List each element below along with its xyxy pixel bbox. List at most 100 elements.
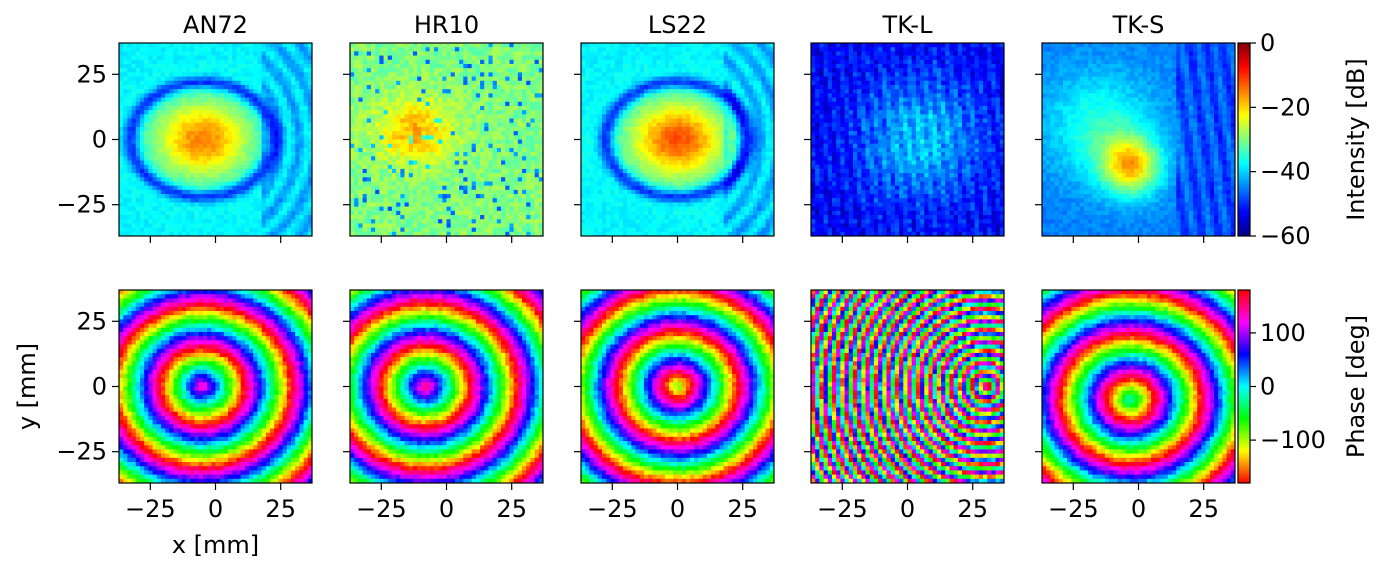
heatmap-cell <box>207 152 212 157</box>
heatmap-cell <box>447 140 452 145</box>
heatmap-cell <box>216 77 221 82</box>
heatmap-cell <box>493 156 498 161</box>
heatmap-cell <box>619 127 624 132</box>
heatmap-cell <box>144 123 149 128</box>
heatmap-cell <box>287 98 292 103</box>
heatmap-cell <box>405 135 410 140</box>
heatmap-cell <box>463 81 468 86</box>
heatmap-cell <box>497 56 502 61</box>
heatmap-cell <box>174 160 179 165</box>
heatmap-cell <box>304 56 309 61</box>
heatmap-cell <box>467 60 472 65</box>
heatmap-cell <box>615 72 620 77</box>
heatmap-cell <box>392 131 397 136</box>
heatmap-cell <box>459 215 464 220</box>
heatmap-cell <box>594 169 599 174</box>
heatmap-cell <box>253 152 258 157</box>
heatmap-cell <box>421 169 426 174</box>
heatmap-cell <box>451 56 456 61</box>
heatmap-cell <box>455 106 460 111</box>
heatmap-cell <box>253 211 258 216</box>
heatmap-cell <box>463 194 468 199</box>
heatmap-cell <box>253 156 258 161</box>
heatmap-cell <box>299 148 304 153</box>
heatmap-cell <box>136 135 141 140</box>
heatmap-cell <box>169 51 174 56</box>
heatmap-cell <box>535 131 540 136</box>
heatmap-cell <box>136 165 141 170</box>
heatmap-cell <box>602 152 607 157</box>
heatmap-cell <box>148 148 153 153</box>
heatmap-cell <box>581 190 586 195</box>
heatmap-cell <box>367 114 372 119</box>
heatmap-cell <box>274 228 279 233</box>
heatmap-cell <box>480 68 485 73</box>
heatmap-cell <box>480 89 485 94</box>
heatmap-cell <box>644 68 649 73</box>
heatmap-cell <box>195 106 200 111</box>
heatmap-cell <box>610 223 615 228</box>
heatmap-cell <box>262 110 267 115</box>
heatmap-cell <box>161 181 166 186</box>
heatmap-cell <box>371 72 376 77</box>
heatmap-cell <box>236 77 241 82</box>
heatmap-cell <box>274 43 279 48</box>
heatmap-cell <box>299 110 304 115</box>
heatmap-cell <box>648 77 653 82</box>
heatmap-cell <box>514 72 519 77</box>
heatmap-cell <box>266 106 271 111</box>
heatmap-cell <box>291 89 296 94</box>
heatmap-cell <box>530 177 535 182</box>
heatmap-cell <box>636 198 641 203</box>
heatmap-cell <box>182 215 187 220</box>
heatmap-cell <box>371 165 376 170</box>
heatmap-cell <box>501 144 506 149</box>
heatmap-cell <box>644 77 649 82</box>
heatmap-cell <box>421 156 426 161</box>
heatmap-cell <box>132 215 137 220</box>
heatmap-cell <box>148 215 153 220</box>
heatmap-cell <box>442 51 447 56</box>
heatmap-cell <box>463 207 468 212</box>
heatmap-cell <box>522 219 527 224</box>
heatmap-cell <box>266 119 271 124</box>
heatmap-cell <box>358 72 363 77</box>
heatmap-cell <box>220 98 225 103</box>
heatmap-cell <box>304 211 309 216</box>
heatmap-cell <box>153 169 158 174</box>
heatmap-cell <box>488 68 493 73</box>
heatmap-cell <box>199 156 204 161</box>
heatmap-cell <box>153 77 158 82</box>
heatmap-cell <box>476 156 481 161</box>
heatmap-cell <box>270 64 275 69</box>
heatmap-cell <box>384 228 389 233</box>
heatmap-cell <box>291 207 296 212</box>
heatmap-cell <box>375 169 380 174</box>
heatmap-cell <box>224 102 229 107</box>
heatmap-cell <box>211 93 216 98</box>
heatmap-cell <box>186 144 191 149</box>
heatmap-cell <box>199 72 204 77</box>
heatmap-cell <box>182 160 187 165</box>
heatmap-cell <box>249 194 254 199</box>
heatmap-cell <box>627 72 632 77</box>
heatmap-cell <box>484 47 489 52</box>
heatmap-cell <box>447 211 452 216</box>
heatmap-cell <box>589 160 594 165</box>
heatmap-cell <box>224 173 229 178</box>
heatmap-cell <box>623 160 628 165</box>
heatmap-cell <box>379 72 384 77</box>
heatmap-cell <box>278 102 283 107</box>
heatmap-cell <box>413 228 418 233</box>
heatmap-cell <box>526 165 531 170</box>
heatmap-cell <box>253 148 258 153</box>
heatmap-cell <box>627 68 632 73</box>
heatmap-cell <box>581 181 586 186</box>
heatmap-cell <box>430 119 435 124</box>
heatmap-cell <box>455 219 460 224</box>
heatmap-cell <box>367 102 372 107</box>
heatmap-cell <box>304 110 309 115</box>
heatmap-cell <box>224 72 229 77</box>
heatmap-cell <box>354 131 359 136</box>
heatmap-cell <box>123 160 128 165</box>
